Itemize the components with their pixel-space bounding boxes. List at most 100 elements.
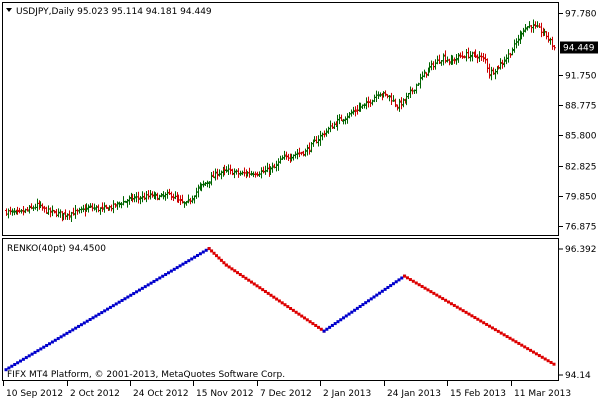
dropdown-triangle-icon[interactable] [6, 8, 12, 12]
price-bar [57, 208, 60, 218]
price-bar [442, 53, 445, 66]
price-bar [463, 55, 466, 59]
price-bar [36, 198, 39, 212]
price-bar [101, 202, 104, 212]
price-bar [143, 192, 146, 201]
price-bar [338, 114, 341, 125]
time-tick-label: 15 Nov 2012 [196, 389, 254, 399]
current-price-label: 94.449 [563, 44, 595, 54]
price-bar [118, 201, 121, 208]
price-bar [421, 71, 424, 81]
price-bar [55, 209, 58, 218]
price-bar [185, 200, 188, 206]
price-bar [99, 207, 102, 215]
price-tick-label: 79.850 [565, 193, 597, 203]
price-bar [457, 52, 460, 63]
price-bar [388, 95, 391, 102]
price-bar [492, 67, 495, 75]
price-bar [325, 128, 328, 137]
price-bar [402, 98, 405, 108]
renko-segment-down [207, 247, 228, 267]
price-bar [434, 59, 437, 70]
price-bar [300, 151, 303, 156]
price-bar [210, 172, 213, 186]
price-bar [551, 36, 554, 50]
price-bar [162, 191, 165, 200]
price-bar [423, 69, 426, 78]
price-bar [367, 96, 370, 108]
price-bar [187, 194, 190, 204]
price-bar [122, 196, 125, 206]
price-bar [486, 58, 489, 73]
price-bar [354, 106, 357, 117]
price-bar [298, 147, 301, 158]
price-bar [34, 203, 37, 210]
price-bar [110, 204, 113, 212]
renko-segment-up [322, 274, 407, 333]
price-bar [26, 206, 29, 212]
price-bar [384, 90, 387, 97]
price-bar [469, 51, 472, 62]
price-bar [283, 150, 286, 160]
price-bar [7, 208, 10, 219]
price-bar [346, 113, 349, 124]
main-price-axis: 97.780 94.449 91.750 88.775 85.800 82.825 79.8… [558, 10, 598, 233]
price-bar [262, 166, 265, 174]
price-bar [137, 191, 140, 204]
indicator-title: RENKO(40pt) 94.4500 [7, 244, 106, 254]
price-bar [448, 58, 451, 66]
price-bar [103, 202, 106, 213]
price-bar [417, 82, 420, 86]
price-bar [89, 203, 92, 209]
price-bar [438, 54, 441, 65]
price-bar [206, 180, 209, 188]
price-bar [124, 200, 127, 203]
price-bar [53, 210, 56, 214]
price-tick-label: 97.780 [565, 10, 597, 20]
price-bar [151, 191, 154, 198]
price-bar [166, 189, 169, 199]
price-bar [68, 210, 71, 220]
price-bar [133, 193, 136, 203]
price-bar [229, 164, 232, 175]
price-bar [131, 193, 134, 203]
price-bar [43, 205, 46, 213]
price-bar [340, 114, 343, 121]
renko-segment-down [403, 274, 556, 366]
price-bar [375, 90, 378, 103]
price-bar [409, 86, 412, 99]
price-bar [126, 198, 129, 208]
price-bar [168, 188, 171, 196]
price-bar [319, 130, 322, 146]
price-bar [85, 203, 88, 212]
price-bar [522, 27, 525, 37]
price-bar [66, 213, 69, 220]
price-bar [248, 167, 251, 178]
price-bar [11, 208, 14, 216]
price-bar [225, 166, 228, 173]
price-bar [266, 162, 269, 173]
price-bar [95, 205, 98, 213]
price-bar [465, 48, 468, 62]
price-bar [237, 168, 240, 178]
price-bar [233, 168, 236, 179]
price-bar [22, 205, 25, 216]
price-bar [373, 94, 376, 103]
price-bar [317, 135, 320, 147]
price-bar [515, 38, 518, 49]
price-bar [254, 171, 257, 178]
price-bar [193, 195, 196, 204]
price-bar [285, 151, 288, 160]
main-chart-frame [2, 2, 559, 236]
price-bar [323, 130, 326, 138]
price-bar [227, 164, 230, 175]
price-bar [499, 58, 502, 70]
price-bar [30, 203, 33, 210]
time-tick-label: 24 Oct 2012 [133, 389, 189, 399]
price-bar [461, 51, 464, 59]
price-bar [28, 204, 31, 214]
time-tick-label: 15 Feb 2013 [450, 389, 506, 399]
price-bar [428, 62, 431, 73]
time-tick-label: 24 Jan 2013 [387, 389, 441, 399]
